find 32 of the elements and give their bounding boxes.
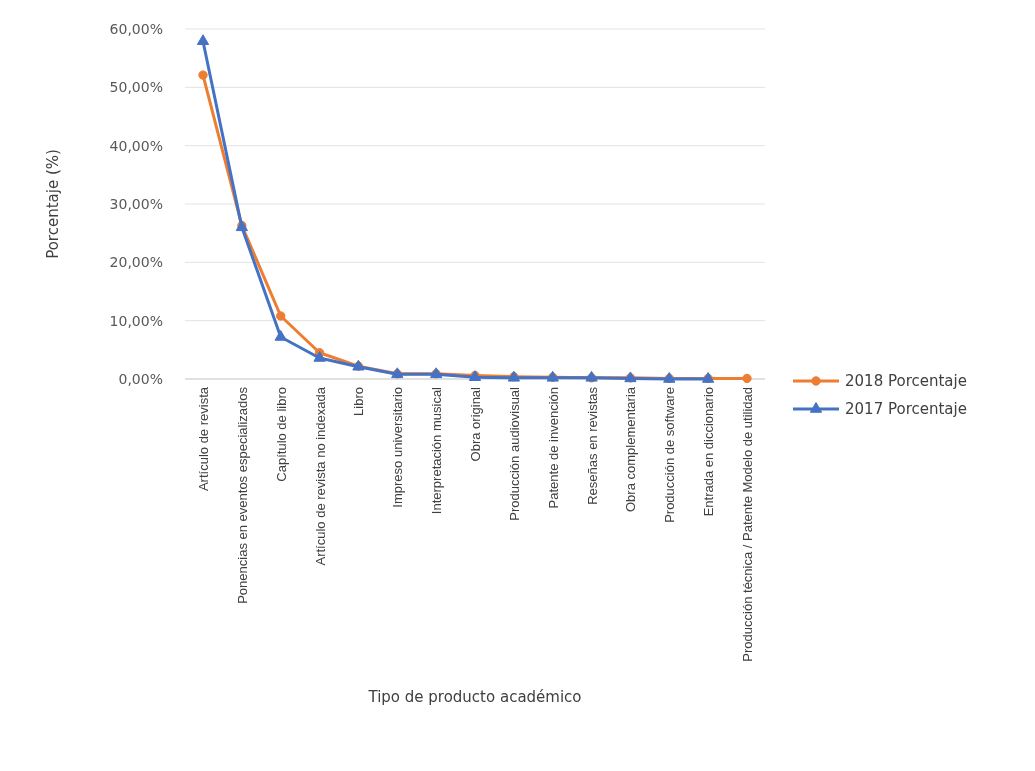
x-tick-label: Capítulo de libro [273, 387, 289, 482]
x-tick-label: Interpretación musical [429, 386, 445, 515]
point [274, 329, 287, 341]
point [313, 350, 326, 362]
point [742, 373, 752, 384]
x-tick-label: Ponencias en eventos especializados [234, 386, 250, 604]
y-tick-label: 10,00% [109, 312, 163, 329]
x-tick-label: Entrada en diccionario [701, 387, 717, 517]
point [276, 311, 286, 321]
x-tick-label: Libro [351, 387, 367, 416]
x-tick-label: Producción técnica / Patente Modelo de utilidad [740, 387, 755, 662]
x-tick-label: Impreso universitario [390, 387, 406, 508]
x-tick-label: Patente de invención [545, 387, 561, 509]
y-axis-title: Porcentaje (%) [44, 149, 62, 259]
y-tick-label: 30,00% [109, 195, 163, 212]
x-tick-label: Artículo de revista no indexada [312, 386, 328, 566]
y-tick-label: 0,00% [118, 370, 163, 387]
legend-label: 2018 Porcentaje [845, 372, 967, 391]
x-tick-label: Obra complementaria [623, 386, 639, 512]
legend-label: 2017 Porcentaje [845, 400, 967, 419]
x-tick-label: Producción de software [662, 387, 678, 523]
point [198, 70, 208, 80]
x-tick-label: Artículo de revista [196, 386, 211, 492]
x-axis-title: Tipo de producto académico [367, 688, 582, 706]
y-tick-label: 60,00% [109, 20, 163, 37]
x-tick-label: Obra original [468, 386, 483, 462]
y-tick-label: 20,00% [109, 254, 163, 271]
y-tick-label: 40,00% [109, 137, 163, 154]
x-tick-label: Producción audiovisual [506, 386, 522, 521]
x-tick-label: Reseñas en revistas [584, 386, 600, 505]
point [196, 34, 210, 45]
y-tick-label: 50,00% [109, 79, 163, 96]
